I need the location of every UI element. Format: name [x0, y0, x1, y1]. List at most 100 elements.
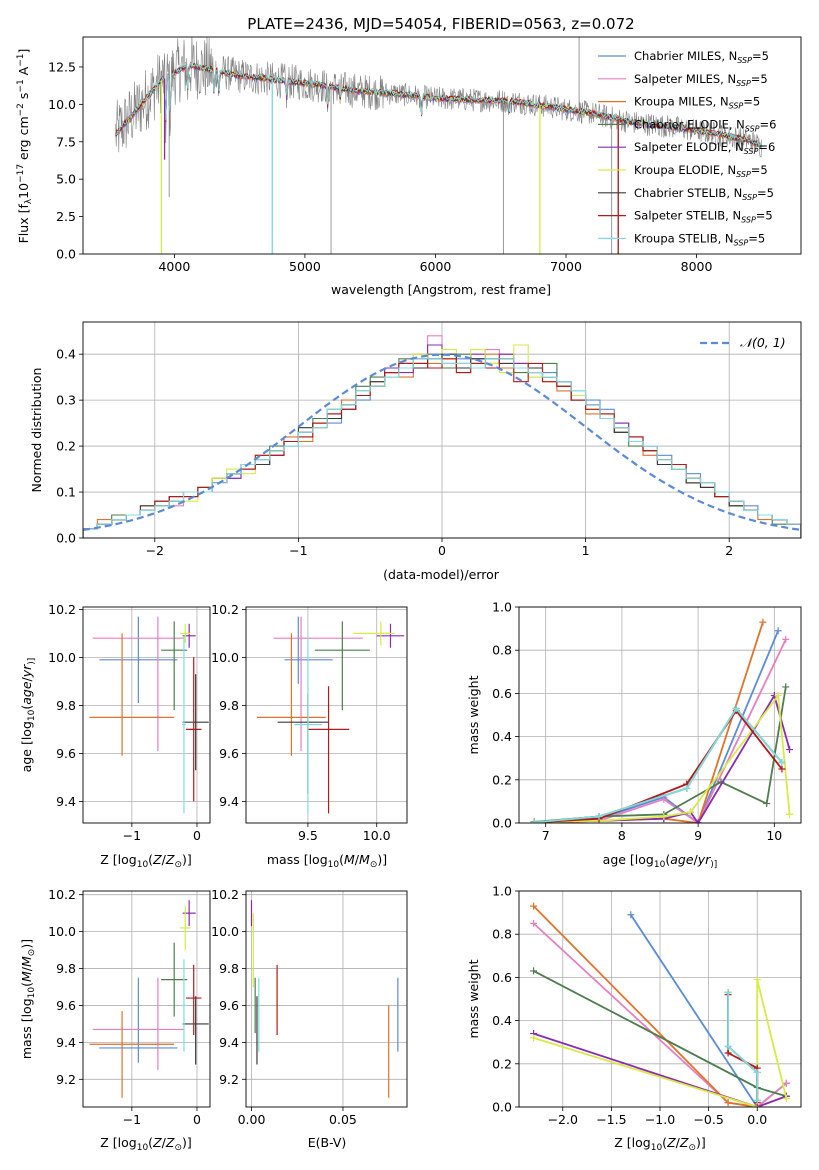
weight-marker [753, 976, 761, 984]
y-tick-label: 9.8 [219, 698, 239, 713]
label-part: erg cm [16, 116, 31, 164]
x-tick-label: 4000 [158, 259, 190, 274]
weight-marker [724, 989, 732, 997]
x-tick-label: 9.5 [298, 828, 318, 843]
label-part: / [676, 1135, 681, 1150]
legend-entry-suffix: =5 [748, 231, 765, 245]
weight-marker [763, 800, 771, 808]
weight-marker [786, 810, 794, 818]
legend-entry-suffix: =5 [751, 163, 768, 177]
legend-entry-name: Salpeter ELODIE, N [634, 140, 744, 154]
y-tick-label: 0.0 [492, 1100, 512, 1115]
label-part: )] [182, 1135, 192, 1150]
legend-entry-suffix: =5 [751, 72, 768, 86]
y-axis-label: mass weight [466, 675, 481, 754]
weight-marker [530, 818, 538, 823]
weight-line-chab_elodie [534, 686, 787, 823]
legend-entry-name: Kroupa ELODIE, N [634, 163, 736, 177]
ticks: 4000 5000 6000 7000 8000 0.0 2.5 5.0 7.5 10.0 12.5 [48, 59, 712, 274]
x-tick-label: −2.0 [548, 1112, 578, 1127]
label-part: ( [19, 705, 34, 710]
plot-area [530, 902, 790, 1107]
weight-line-krou_elodie [534, 693, 791, 823]
y-tick-label: 9.8 [56, 961, 76, 976]
label-part: ( [339, 852, 344, 867]
legend-entry-sub: SSP [745, 124, 760, 133]
label-part: age [log [19, 721, 34, 772]
model-spectrum-salp_stelib [115, 61, 762, 147]
weight-marker [530, 919, 538, 927]
x-tick-label: 0.0 [747, 1112, 767, 1127]
label-part: −1 [16, 54, 26, 67]
y-tick-label: 0.6 [492, 970, 512, 985]
x-tick-label: 6000 [420, 259, 452, 274]
plot-area [89, 616, 209, 814]
legend-entry-sub: SSP [729, 102, 744, 111]
legend-entry-name: Chabrier MILES, N [634, 49, 737, 63]
y-tick-label: 10.2 [211, 602, 239, 617]
y-tick-label: 10.0 [211, 650, 239, 665]
legend-entry-sub: SSP [737, 56, 752, 65]
label-part: / [355, 852, 360, 867]
weight-marker [774, 692, 782, 700]
weight-marker [774, 627, 782, 635]
legend-entry: Salpeter STELIB, NSSP=5 [634, 209, 773, 225]
weight-line-salp_elodie [534, 693, 791, 823]
label-part: M [19, 971, 34, 982]
legend-entry-name: Chabrier ELODIE, N [634, 117, 745, 131]
y-tick-label: 0.3 [56, 393, 76, 408]
x-tick-label: −1.5 [596, 1112, 626, 1127]
legend-entry: 𝒩(0, 1) [740, 335, 786, 350]
y-tick-label: 9.6 [219, 746, 239, 761]
y-tick-label: 0.4 [492, 729, 512, 744]
label-part: 10 [16, 183, 31, 199]
weight-marker [660, 795, 668, 803]
label-part: mass [log [267, 852, 328, 867]
axes-frame [518, 606, 802, 824]
y-tick-label: 0.0 [56, 531, 76, 546]
x-axis-label: age [log10(age/yr)] [603, 852, 718, 870]
weight-line-krou_stelib [727, 992, 759, 1101]
x-tick-label: 0.05 [329, 1112, 357, 1127]
x-axis-label: Z [log10(Z/Z⊙)] [100, 1135, 192, 1153]
legend-entry: Chabrier MILES, NSSP=5 [634, 49, 769, 65]
label-part: ⊙ [688, 1143, 696, 1153]
label-part: M [359, 852, 370, 867]
label-part: 10 [27, 709, 37, 721]
y-tick-label: 9.4 [56, 1035, 76, 1050]
legend-entry: Salpeter ELODIE, NSSP=6 [634, 140, 775, 156]
label-part: yr [697, 852, 711, 867]
label-part: ( [662, 1135, 667, 1150]
label-part: age [670, 852, 694, 867]
y-tick-label: 9.6 [56, 998, 76, 1013]
ticks: −2 −1 0 1 2 0.0 0.1 0.2 0.3 0.4 [56, 347, 733, 558]
residual-panel: −2 −1 0 1 2 0.0 0.1 0.2 0.3 0.4 𝒩(0, 1) (data-model… [29, 321, 802, 582]
data-spectrum [115, 37, 762, 158]
x-tick-label: 8 [618, 828, 626, 843]
label-part: Z [log [100, 852, 136, 867]
y-tick-label: 9.4 [219, 794, 239, 809]
x-tick-label: −1 [289, 543, 307, 558]
y-tick-label: 0.0 [492, 816, 512, 831]
y-tick-label: 9.6 [219, 998, 239, 1013]
weight-marker [786, 746, 794, 754]
axes-frame [245, 606, 408, 824]
label-part: Z [679, 1135, 689, 1150]
y-axis-label: age [log10(age/yr)] [19, 658, 37, 773]
label-part: ( [19, 982, 34, 987]
y-tick-label: 9.4 [219, 1035, 239, 1050]
weight-line-salp_elodie [533, 1032, 787, 1107]
label-part: 10 [328, 860, 340, 870]
axes-frame [82, 321, 802, 539]
legend-entry-suffix: =6 [760, 117, 777, 131]
plot-area [115, 37, 762, 254]
legend-entry-sub: SSP [744, 147, 759, 156]
weight-marker [778, 759, 786, 767]
x-tick-label: 7000 [550, 259, 582, 274]
label-part: )] [27, 658, 37, 665]
weight-marker [782, 635, 790, 643]
weight-marker [724, 1099, 732, 1107]
plot-area [530, 618, 794, 823]
y-tick-label: 0.6 [492, 686, 512, 701]
x-axis-label: mass [log10(M/M⊙)] [267, 852, 387, 870]
